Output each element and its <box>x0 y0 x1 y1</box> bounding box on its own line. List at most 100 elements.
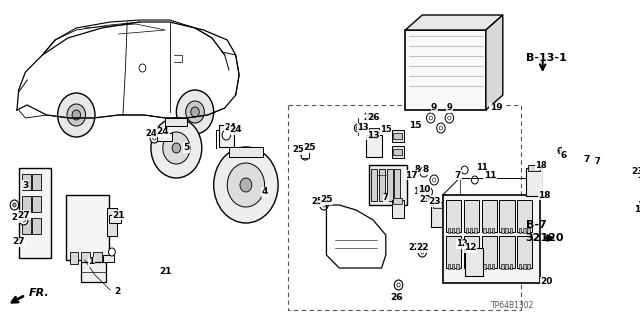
Circle shape <box>439 126 443 130</box>
Text: B-7: B-7 <box>525 220 547 230</box>
Bar <box>301 148 310 158</box>
Bar <box>474 264 477 269</box>
Bar <box>492 264 494 269</box>
Bar <box>575 273 588 278</box>
Text: 21: 21 <box>113 211 125 219</box>
Text: 21: 21 <box>159 268 172 277</box>
Bar <box>474 228 477 233</box>
Bar <box>446 236 461 268</box>
Text: 23: 23 <box>637 170 640 180</box>
Bar <box>32 196 41 212</box>
Bar <box>371 169 378 201</box>
Circle shape <box>222 130 230 140</box>
Bar <box>482 200 497 232</box>
Bar <box>611 210 627 236</box>
Bar <box>509 228 512 233</box>
Bar <box>527 228 530 233</box>
Bar <box>611 82 627 104</box>
Bar <box>366 135 381 157</box>
Circle shape <box>301 150 310 160</box>
Bar <box>556 275 571 299</box>
Text: 25: 25 <box>320 196 333 204</box>
Bar <box>593 273 607 278</box>
Bar <box>464 236 479 268</box>
Circle shape <box>422 170 426 174</box>
Bar <box>369 165 407 205</box>
Bar <box>394 198 402 204</box>
Bar <box>394 133 402 139</box>
Circle shape <box>177 90 214 134</box>
Circle shape <box>418 247 426 257</box>
Bar <box>523 264 525 269</box>
Bar <box>528 165 540 171</box>
Bar <box>519 264 522 269</box>
Circle shape <box>109 248 115 256</box>
Circle shape <box>240 178 252 192</box>
Text: 4: 4 <box>261 188 268 197</box>
Text: 2: 2 <box>114 287 120 296</box>
Text: 9: 9 <box>431 103 437 113</box>
Circle shape <box>430 175 438 185</box>
Text: 17: 17 <box>405 170 417 180</box>
Circle shape <box>424 187 433 197</box>
Bar <box>574 242 589 268</box>
Bar <box>611 242 627 268</box>
Bar <box>470 228 472 233</box>
Bar <box>612 80 626 86</box>
Bar <box>523 228 525 233</box>
Text: 23: 23 <box>428 197 440 206</box>
Bar <box>483 228 486 233</box>
Bar <box>394 149 402 155</box>
Bar <box>626 205 640 235</box>
Circle shape <box>420 167 428 177</box>
Bar <box>509 264 512 269</box>
Bar <box>465 228 468 233</box>
Bar <box>556 240 570 245</box>
Circle shape <box>19 215 28 225</box>
Bar <box>464 200 479 232</box>
Polygon shape <box>486 15 503 110</box>
Bar <box>488 228 490 233</box>
Bar <box>566 154 577 161</box>
Circle shape <box>436 123 445 133</box>
Bar <box>66 195 109 260</box>
Bar <box>465 264 468 269</box>
Bar <box>593 80 607 86</box>
Circle shape <box>227 163 264 207</box>
Text: 11: 11 <box>484 170 497 180</box>
Circle shape <box>13 203 16 207</box>
Bar <box>527 264 530 269</box>
Bar <box>593 242 608 268</box>
Text: 7: 7 <box>454 170 461 180</box>
Bar <box>593 82 608 104</box>
Text: 26: 26 <box>393 293 404 302</box>
Text: 6: 6 <box>557 147 563 157</box>
Text: 32120: 32120 <box>525 233 564 243</box>
Bar <box>229 147 263 157</box>
Circle shape <box>426 190 430 194</box>
Text: 27: 27 <box>17 211 30 219</box>
Bar <box>483 264 486 269</box>
Bar <box>631 110 640 116</box>
Bar <box>465 248 483 276</box>
Bar <box>575 240 588 245</box>
Bar <box>501 264 504 269</box>
Bar <box>488 264 490 269</box>
Bar <box>550 68 640 198</box>
Text: 25: 25 <box>303 144 316 152</box>
Text: 18: 18 <box>535 160 547 169</box>
Bar <box>630 82 640 104</box>
Circle shape <box>426 113 435 123</box>
Circle shape <box>163 132 190 164</box>
Bar <box>431 205 446 227</box>
Circle shape <box>445 113 454 123</box>
Bar <box>556 273 570 278</box>
Circle shape <box>22 218 26 222</box>
Bar <box>550 200 640 308</box>
Text: 24: 24 <box>157 128 169 137</box>
Bar <box>452 228 454 233</box>
Bar <box>22 196 31 212</box>
Text: 24: 24 <box>225 123 237 132</box>
Text: 14: 14 <box>637 201 640 210</box>
Text: 8: 8 <box>414 166 420 174</box>
